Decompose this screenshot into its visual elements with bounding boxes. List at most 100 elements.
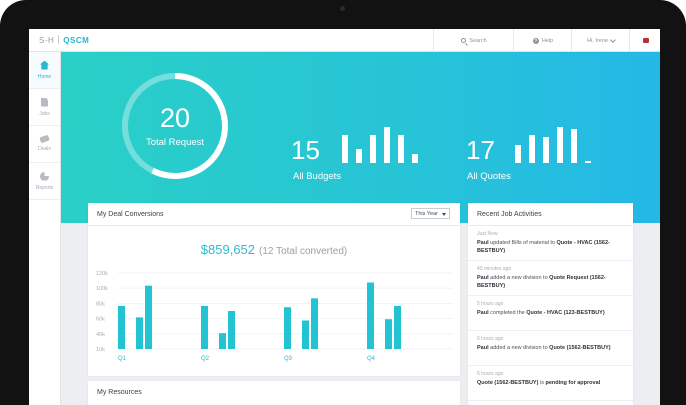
chart-bar[interactable] (145, 285, 152, 349)
quotes-sparkbars (515, 127, 605, 163)
search-label: Search (469, 37, 487, 44)
activity-time: 40 minutes ago (477, 266, 512, 272)
spark-bar (585, 161, 591, 163)
activity-action: completed the (488, 310, 527, 316)
recent-activities-card: Recent Job Activities Just Now Paul updat… (468, 203, 633, 405)
search-icon (461, 38, 467, 43)
caret-down-icon (442, 213, 446, 216)
document-icon (41, 97, 48, 107)
spark-bar (384, 127, 390, 163)
cart-button[interactable] (629, 29, 660, 52)
chart-bar[interactable] (201, 305, 208, 349)
top-bar: S-H QSCM Search ? Help Hi, Irene (29, 29, 660, 52)
activity-actor[interactable]: Paul (477, 275, 489, 281)
handshake-icon (39, 134, 50, 144)
brand-prefix: S-H (39, 36, 55, 45)
chart-bar[interactable] (311, 298, 318, 349)
activity-action: updated Bills of material to (488, 240, 557, 246)
activity-actor[interactable]: Paul (477, 240, 489, 246)
activity-item[interactable]: 5 hours ago Paul completed the Quote - HV… (468, 296, 633, 331)
budgets-sparkbars (342, 127, 432, 163)
home-icon (40, 60, 49, 70)
total-request-ring (122, 73, 228, 179)
chart-bar[interactable] (118, 305, 125, 349)
y-tick-label: 10k (96, 347, 105, 353)
activity-actor[interactable]: Quote (1562-BESTBUY) (477, 380, 539, 386)
spark-bar (571, 129, 577, 163)
my-resources-card: My Resources (88, 381, 460, 405)
sidebar-item-reports[interactable]: Reports (29, 163, 60, 200)
brand-divider (58, 35, 60, 44)
activity-actor[interactable]: Paul (477, 345, 489, 351)
budgets-label: All Budgets (293, 171, 342, 182)
activity-target[interactable]: Quote Request (1562-BESTBUY) (477, 275, 606, 289)
card-header: My Deal Conversions This Year (88, 203, 460, 226)
deal-conversions-chart: 120k 100k 80k 60k 40k 10k Q1 Q2 Q3 Q4 (96, 271, 453, 362)
recent-activities-title: Recent Job Activities (477, 211, 542, 218)
chart-bar[interactable] (136, 317, 143, 349)
sidebar-item-deals[interactable]: Deals (29, 126, 60, 163)
conversion-summary: $859,652 (12 Total converted) (88, 241, 460, 259)
chart-bar[interactable] (385, 319, 392, 349)
deal-conversions-card: My Deal Conversions This Year $859,652 (1… (88, 203, 460, 376)
help-button[interactable]: ? Help (513, 29, 572, 52)
activity-item[interactable]: Just Now Paul updated Bills of material t… (468, 226, 633, 261)
activity-time: 6 hours ago (477, 371, 504, 377)
activity-text: Paul added a new division to Quote Reque… (477, 274, 625, 290)
help-label: Help (541, 37, 554, 44)
hero-stats-banner: 20 Total Request 15 All Budgets 17 All Q… (61, 52, 660, 223)
sidebar-item-jobs[interactable]: Jobs (29, 89, 60, 126)
activity-item[interactable]: 6 hours ago Quote (1562-BESTBUY) is pendi… (468, 366, 633, 401)
spark-bar (370, 135, 376, 163)
activity-target[interactable]: pending for approval (545, 380, 601, 386)
activity-text: Paul completed the Quote - HVAC (123-BES… (477, 309, 625, 317)
x-tick-label: Q4 (367, 356, 376, 362)
user-menu[interactable]: Hi, Irene (571, 29, 630, 52)
search-button[interactable]: Search (433, 29, 514, 52)
chart-bar[interactable] (302, 320, 309, 350)
spark-bar (398, 135, 404, 163)
sidebar-item-label: Reports (35, 184, 54, 191)
activity-actor[interactable]: Paul (477, 310, 489, 316)
activity-target[interactable]: Quote - HVAC (1562-BESTBUY) (477, 240, 610, 254)
help-icon: ? (532, 37, 539, 44)
x-tick-label: Q3 (284, 356, 293, 362)
x-tick-label: Q2 (201, 356, 210, 362)
brand-name: QSCM (63, 36, 90, 45)
pie-chart-icon (40, 171, 49, 181)
deal-conversions-title: My Deal Conversions (97, 211, 164, 218)
activity-target[interactable]: Quote - HVAC (123-BESTBUY) (526, 310, 605, 316)
chart-bar[interactable] (228, 311, 235, 349)
chart-bar[interactable] (367, 282, 374, 350)
period-select[interactable]: This Year (411, 208, 450, 219)
brand-logo[interactable]: S-H QSCM (39, 35, 89, 45)
activity-time: 5 hours ago (477, 301, 504, 307)
spark-bar (557, 127, 563, 163)
total-request-count: 20 (159, 103, 191, 133)
activity-item[interactable]: 40 minutes ago Paul added a new division … (468, 261, 633, 296)
spark-bar (412, 154, 418, 163)
activity-target[interactable]: Quote (1562-BESTBUY) (549, 345, 611, 351)
sidebar-item-label: Jobs (39, 110, 50, 117)
y-tick-label: 60k (96, 317, 105, 323)
activity-action: added a new division to (488, 345, 550, 351)
app-screen: S-H QSCM Search ? Help Hi, Irene Home (29, 29, 660, 405)
spark-bar (515, 145, 521, 163)
activity-text: Paul added a new division to Quote (1562… (477, 344, 625, 352)
activity-item[interactable]: 6 hours ago Paul added a new division to … (468, 331, 633, 366)
chart-bar[interactable] (219, 333, 226, 349)
chart-bar[interactable] (394, 305, 401, 349)
activity-action: is (538, 380, 546, 386)
period-value: This Year (415, 210, 438, 217)
sidebar-item-home[interactable]: Home (29, 52, 60, 89)
cart-icon (642, 38, 649, 43)
chevron-down-icon (610, 36, 616, 43)
y-tick-label: 80k (96, 301, 105, 307)
chart-bar[interactable] (284, 307, 291, 349)
spark-bar (529, 135, 535, 163)
activity-action: added a new division to (488, 275, 550, 281)
activity-time: Just Now (477, 231, 498, 237)
y-tick-label: 120k (96, 271, 108, 277)
spark-bar (342, 135, 348, 163)
